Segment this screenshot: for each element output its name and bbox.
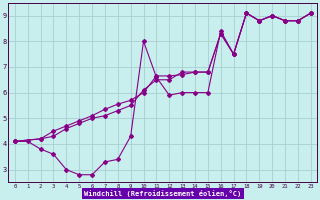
X-axis label: Windchill (Refroidissement éolien,°C): Windchill (Refroidissement éolien,°C)	[84, 190, 242, 197]
